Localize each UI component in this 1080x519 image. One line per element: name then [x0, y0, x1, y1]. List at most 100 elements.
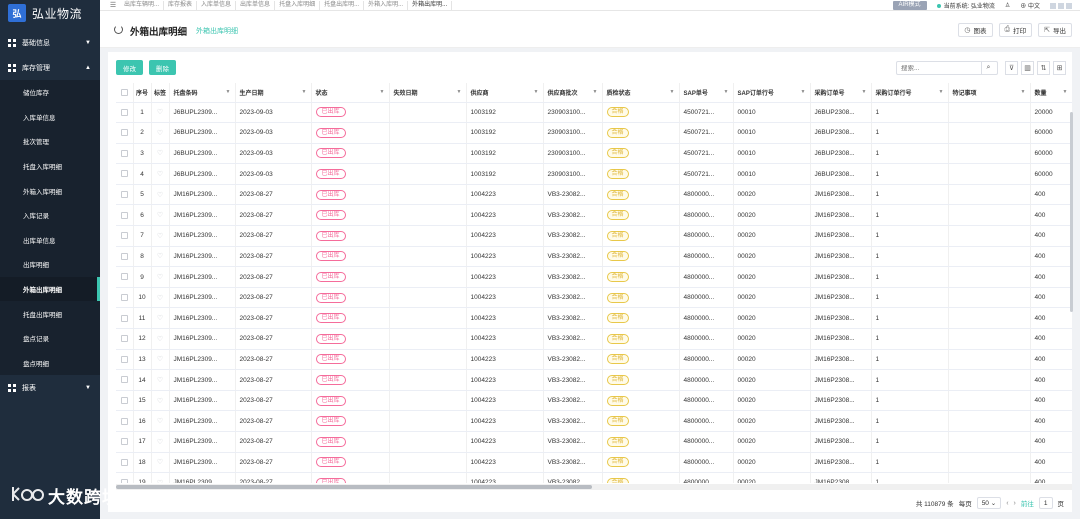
- sidebar-item-pallet-inbound[interactable]: 托盘入库明细: [23, 164, 62, 172]
- sidebar-item-outbound-orders[interactable]: 出库单信息: [23, 237, 56, 245]
- prev-page-icon[interactable]: ‹: [1006, 499, 1009, 507]
- row-checkbox[interactable]: [116, 102, 134, 124]
- heart-icon[interactable]: ♡: [151, 225, 170, 247]
- delete-button[interactable]: 删除: [149, 60, 176, 75]
- table-row[interactable]: 18 ♡ JM16PL2309... 2023-08-27 已出库 1004223 VB3-…: [116, 452, 1072, 474]
- column-header[interactable]: 供应商批次 ▼: [543, 83, 603, 103]
- table-row[interactable]: 16 ♡ JM16PL2309... 2023-08-27 已出库 1004223 VB3-…: [116, 410, 1072, 432]
- table-row[interactable]: 7 ♡ JM16PL2309... 2023-08-27 已出库 1004223 VB3-2…: [116, 225, 1072, 247]
- sidebar-item-outbound-details[interactable]: 出库明细: [23, 262, 49, 270]
- sidebar-item-stocktake-records[interactable]: 盘点记录: [23, 336, 49, 344]
- avatar[interactable]: [1050, 2, 1072, 9]
- row-checkbox[interactable]: [116, 328, 134, 350]
- page-number-input[interactable]: 1: [1038, 497, 1053, 509]
- row-checkbox[interactable]: [116, 431, 134, 453]
- column-header[interactable]: 状态 ▼: [311, 83, 390, 103]
- top-tab[interactable]: 入库单信息: [197, 0, 237, 10]
- row-checkbox[interactable]: [116, 307, 134, 330]
- heart-icon[interactable]: ♡: [151, 472, 170, 483]
- language-switch[interactable]: ⊕ 中文: [1020, 1, 1040, 10]
- breadcrumb[interactable]: 外箱出库明细: [196, 28, 238, 35]
- column-header[interactable]: SAP单号 ▼: [679, 83, 734, 103]
- column-header[interactable]: 特记事项 ▼: [948, 83, 1031, 103]
- table-row[interactable]: 13 ♡ JM16PL2309... 2023-08-27 已出库 1004223 VB3-…: [116, 349, 1072, 371]
- column-header[interactable]: 采购订单号 ▼: [810, 83, 872, 103]
- page-size-select[interactable]: 50 ⌄: [976, 497, 1002, 509]
- row-checkbox[interactable]: [116, 472, 134, 483]
- filter-icon[interactable]: ⊽: [1005, 61, 1018, 75]
- row-checkbox[interactable]: [116, 204, 134, 227]
- table-row[interactable]: 14 ♡ JM16PL2309... 2023-08-27 已出库 1004223 VB3-…: [116, 369, 1072, 391]
- sidebar-item-location-stock[interactable]: 储位库存: [23, 90, 49, 98]
- heart-icon[interactable]: ♡: [151, 143, 170, 165]
- top-tab[interactable]: 托盘入库明细: [275, 0, 321, 10]
- heart-icon[interactable]: ♡: [151, 163, 170, 185]
- row-checkbox[interactable]: [116, 410, 134, 432]
- row-checkbox[interactable]: [116, 246, 134, 268]
- sidebar-item-box-inbound[interactable]: 外箱入库明细: [23, 188, 62, 196]
- menu-group-reports[interactable]: 报表 ▼: [0, 375, 100, 400]
- top-tab[interactable]: 外箱入库明...: [364, 0, 409, 10]
- column-header[interactable]: 失效日期 ▼: [389, 83, 467, 103]
- table-row[interactable]: 17 ♡ JM16PL2309... 2023-08-27 已出库 1004223 VB3-…: [116, 431, 1072, 453]
- row-checkbox[interactable]: [116, 225, 134, 247]
- column-header[interactable]: 采购订单行号 ▼: [871, 83, 949, 103]
- sidebar-item-inbound-orders[interactable]: 入库单信息: [23, 114, 56, 122]
- row-checkbox[interactable]: [116, 369, 134, 391]
- row-checkbox[interactable]: [116, 349, 134, 371]
- row-checkbox[interactable]: [116, 184, 134, 206]
- menu-toggle-icon[interactable]: ☰: [109, 2, 117, 9]
- row-checkbox[interactable]: [116, 266, 134, 288]
- column-header[interactable]: 生产日期 ▼: [235, 83, 312, 103]
- vertical-scrollbar[interactable]: [1070, 112, 1073, 312]
- column-header[interactable]: SAP订单行号 ▼: [733, 83, 811, 103]
- heart-icon[interactable]: ♡: [151, 369, 170, 391]
- heart-icon[interactable]: ♡: [151, 246, 170, 268]
- top-tab[interactable]: 出库车辆明...: [120, 0, 165, 10]
- table-row[interactable]: 2 ♡ J6BUPL2309... 2023-09-03 已出库 1003192 23090…: [116, 122, 1072, 144]
- select-all-checkbox[interactable]: [116, 83, 134, 103]
- app-logo[interactable]: 弘 弘业物流: [0, 0, 100, 26]
- scrollbar-thumb[interactable]: [116, 485, 592, 489]
- air-mode-button[interactable]: AIR模式: [892, 1, 927, 10]
- next-page-icon[interactable]: ›: [1013, 499, 1016, 507]
- heart-icon[interactable]: ♡: [151, 328, 170, 350]
- grid-view-icon[interactable]: ⊞: [1053, 61, 1066, 75]
- table-row[interactable]: 15 ♡ JM16PL2309... 2023-08-27 已出库 1004223 VB3-…: [116, 390, 1072, 412]
- table-row[interactable]: 4 ♡ J6BUPL2309... 2023-09-03 已出库 1003192 23090…: [116, 163, 1072, 185]
- row-checkbox[interactable]: [116, 452, 134, 474]
- table-row[interactable]: 5 ♡ JM16PL2309... 2023-08-27 已出库 1004223 VB3-2…: [116, 184, 1072, 206]
- sidebar-item-batch-management[interactable]: 批次管理: [23, 139, 49, 147]
- heart-icon[interactable]: ♡: [151, 266, 170, 288]
- heart-icon[interactable]: ♡: [151, 122, 170, 144]
- row-checkbox[interactable]: [116, 287, 134, 309]
- table-row[interactable]: 8 ♡ JM16PL2309... 2023-08-27 已出库 1004223 VB3-2…: [116, 246, 1072, 268]
- heart-icon[interactable]: ♡: [151, 307, 170, 330]
- refresh-icon[interactable]: [114, 25, 123, 34]
- heart-icon[interactable]: ♡: [151, 452, 170, 474]
- table-row[interactable]: 3 ♡ J6BUPL2309... 2023-09-03 已出库 1003192 23090…: [116, 143, 1072, 165]
- row-checkbox[interactable]: [116, 163, 134, 185]
- column-header[interactable]: 供应商 ▼: [466, 83, 544, 103]
- table-row[interactable]: 9 ♡ JM16PL2309... 2023-08-27 已出库 1004223 VB3-2…: [116, 266, 1072, 288]
- density-icon[interactable]: ⇅: [1037, 61, 1050, 75]
- row-checkbox[interactable]: [116, 122, 134, 144]
- heart-icon[interactable]: ♡: [151, 102, 170, 124]
- table-row[interactable]: 1 ♡ J6BUPL2309... 2023-09-03 已出库 1003192 23090…: [116, 102, 1072, 124]
- table-row[interactable]: 12 ♡ JM16PL2309... 2023-08-27 已出库 1004223 VB3-…: [116, 328, 1072, 350]
- sidebar-item-inbound-records[interactable]: 入库记录: [23, 213, 49, 221]
- sidebar-item-stocktake-details[interactable]: 盘点明细: [23, 360, 49, 368]
- top-tab[interactable]: 托盘出库明...: [320, 0, 365, 10]
- top-tab[interactable]: 库存报表: [164, 0, 198, 10]
- table-row[interactable]: 10 ♡ JM16PL2309... 2023-08-27 已出库 1004223 VB3-…: [116, 287, 1072, 309]
- horizontal-scrollbar[interactable]: [116, 484, 1072, 490]
- column-header[interactable]: 质检状态 ▼: [602, 83, 680, 103]
- sidebar-item-box-outbound[interactable]: 外箱出库明细: [0, 276, 100, 302]
- search-icon[interactable]: ⌕: [981, 62, 995, 74]
- menu-group-basic-info[interactable]: 基础信息 ▼: [0, 30, 100, 55]
- heart-icon[interactable]: ♡: [151, 287, 170, 309]
- heart-icon[interactable]: ♡: [151, 431, 170, 453]
- row-checkbox[interactable]: [116, 390, 134, 412]
- sidebar-item-pallet-outbound[interactable]: 托盘出库明细: [23, 311, 62, 319]
